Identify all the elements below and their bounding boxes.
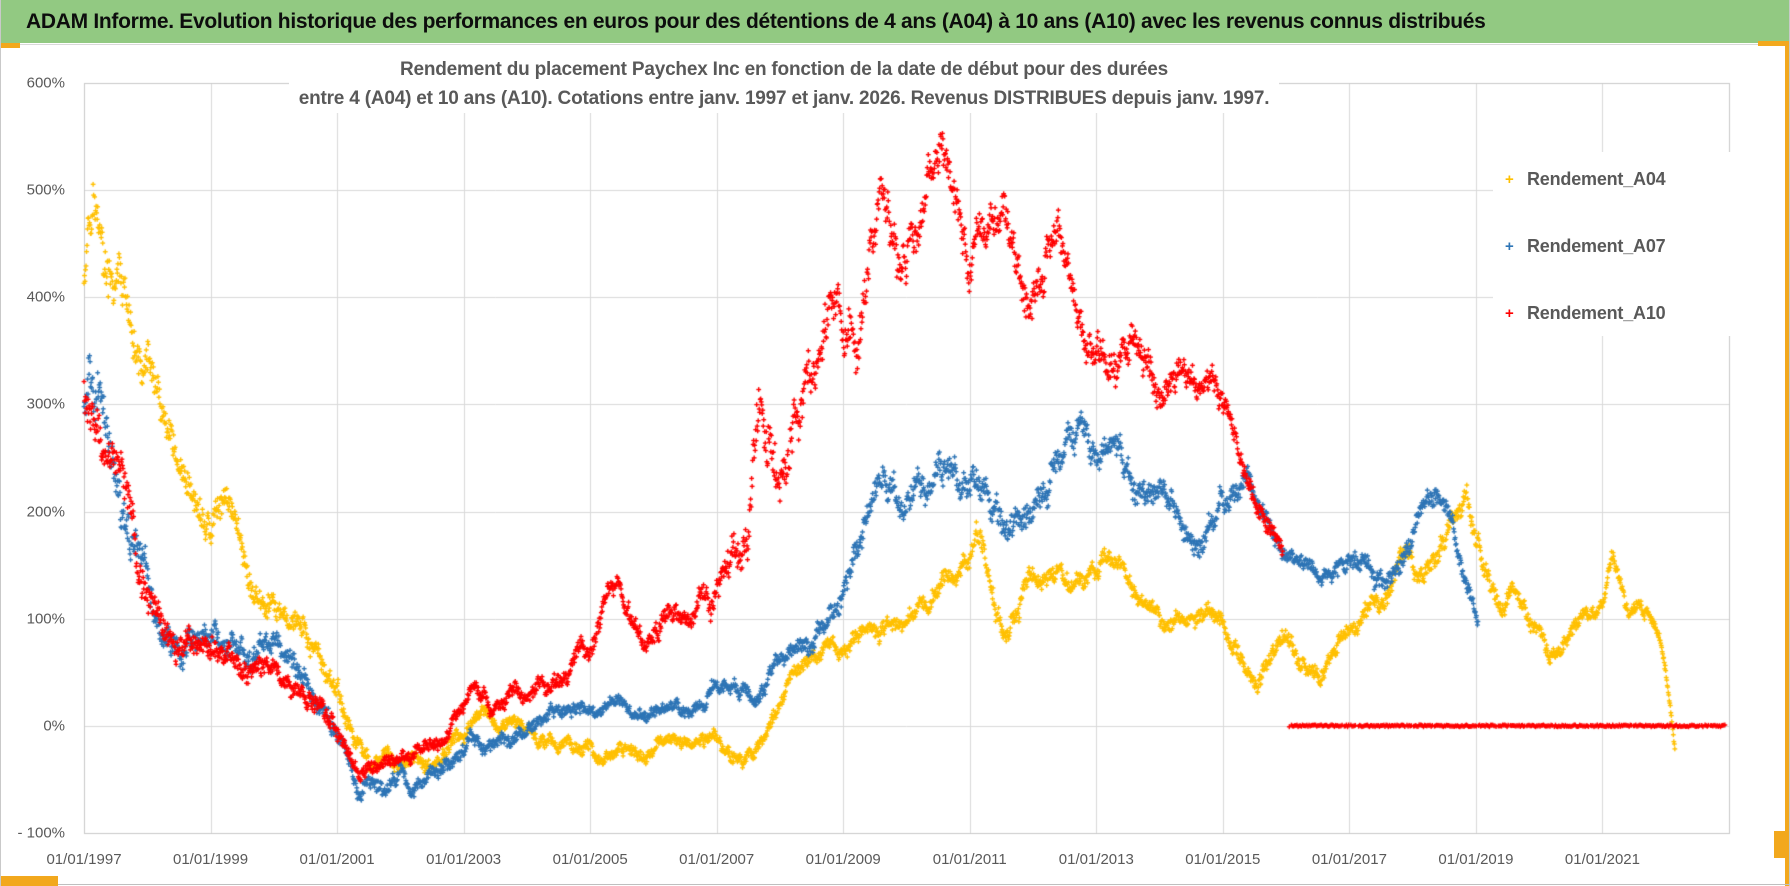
x-axis-label: 01/01/2019 — [1438, 851, 1514, 868]
y-axis-label: 200% — [26, 503, 65, 521]
x-axis-label: 01/01/2007 — [679, 851, 755, 868]
legend-plus-marker-icon: + — [1505, 170, 1514, 188]
legend-label: Rendement_A04 — [1527, 168, 1666, 189]
x-axis-label: 01/01/2021 — [1564, 851, 1640, 868]
y-axis-label: - 100% — [17, 824, 65, 842]
legend-item: + Rendement_A10 — [1505, 300, 1737, 326]
chart-legend: + Rendement_A04 + Rendement_A07 + Rendement_A… — [1493, 152, 1737, 336]
frame-accent-bottom-right — [1774, 831, 1789, 858]
x-axis-label: 01/01/2015 — [1185, 851, 1261, 868]
y-axis-label: 500% — [26, 181, 65, 199]
x-axis-label: 01/01/2017 — [1311, 851, 1387, 868]
frame-accent-right-edge — [1785, 41, 1789, 886]
legend-label: Rendement_A10 — [1527, 302, 1666, 323]
chart-title-line1: Rendement du placement Paychex Inc en fo… — [399, 59, 1169, 80]
legend-plus-marker-icon: + — [1505, 237, 1514, 255]
legend-item: + Rendement_A07 — [1505, 233, 1737, 259]
y-axis-label: 300% — [26, 395, 65, 413]
legend-item: + Rendement_A04 — [1505, 166, 1737, 192]
frame-accent-bottom-left — [1, 876, 58, 886]
x-axis-label: 01/01/1999 — [172, 851, 249, 868]
legend-label: Rendement_A07 — [1527, 235, 1666, 256]
legend-plus-marker-icon: + — [1505, 304, 1514, 322]
x-axis-label: 01/01/2009 — [805, 851, 881, 868]
x-axis-label: 01/01/2011 — [932, 851, 1007, 868]
frame-accent-top-left — [1, 43, 20, 48]
header-underline — [1, 44, 1789, 45]
x-axis-label: 01/01/1997 — [46, 851, 122, 868]
x-axis-label: 01/01/2003 — [426, 851, 502, 868]
y-axis-label: 100% — [26, 610, 65, 628]
x-axis-label: 01/01/2001 — [299, 851, 375, 868]
frame-accent-top-right — [1758, 41, 1789, 46]
y-axis-label: 400% — [26, 288, 65, 306]
chart-title-line2: entre 4 (A04) et 10 ans (A10). Cotations… — [298, 88, 1270, 109]
y-axis-label: 0% — [43, 717, 65, 735]
chart-title: Rendement du placement Paychex Inc en fo… — [289, 55, 1279, 113]
x-axis-label: 01/01/2005 — [552, 851, 628, 868]
x-axis-label: 01/01/2013 — [1058, 851, 1134, 868]
bottom-rule — [1, 884, 1789, 885]
page-title: ADAM Informe. Evolution historique des p… — [26, 9, 1486, 33]
header-bar: ADAM Informe. Evolution historique des p… — [1, 0, 1789, 43]
y-axis-label: 600% — [26, 74, 65, 92]
